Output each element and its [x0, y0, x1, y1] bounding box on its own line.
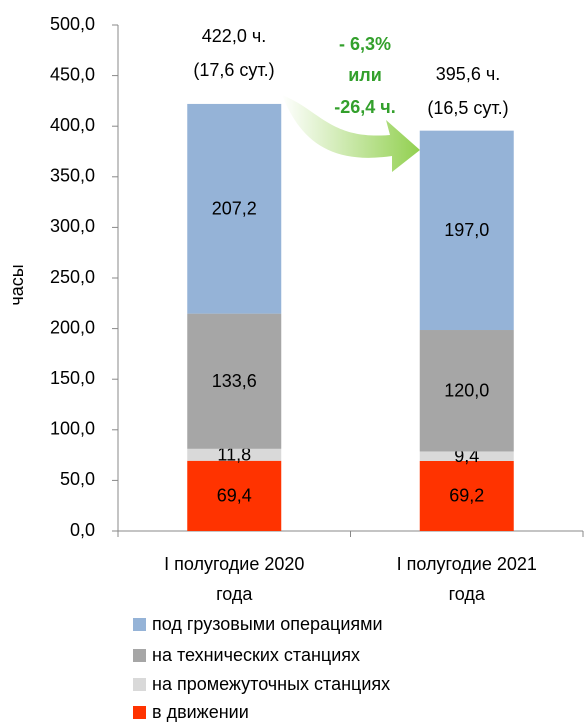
legend-item: на технических станциях	[133, 645, 360, 666]
legend-label: в движении	[152, 702, 249, 722]
value-label: 69,4	[217, 486, 252, 506]
y-tick-label: 50,0	[60, 469, 95, 489]
legend-swatch	[133, 649, 146, 662]
legend-label: на технических станциях	[152, 645, 361, 665]
y-tick-label: 250,0	[50, 267, 95, 287]
bar-segment	[187, 103, 282, 314]
total-label: (16,5 сут.)	[427, 98, 508, 118]
y-tick-label: 100,0	[50, 419, 95, 439]
bar-segment	[187, 448, 282, 461]
legend-item: в движении	[133, 702, 249, 723]
y-tick-label: 450,0	[50, 64, 95, 84]
total-label: 422,0 ч.	[202, 26, 266, 46]
y-tick-label: 150,0	[50, 368, 95, 388]
y-tick-label: 0,0	[70, 520, 95, 540]
bar-segment	[419, 130, 514, 331]
bar-segment	[419, 451, 514, 461]
legend-swatch	[133, 706, 146, 719]
y-tick-label: 200,0	[50, 317, 95, 337]
value-label: 120,0	[444, 380, 489, 400]
bar-segment	[187, 313, 282, 449]
y-tick-label: 400,0	[50, 115, 95, 135]
y-tick-label: 350,0	[50, 166, 95, 186]
value-label: 11,8	[217, 445, 251, 465]
x-tick-label: I полугодие 2021 года	[396, 554, 537, 604]
value-label: 69,2	[449, 486, 484, 506]
y-tick-label: 300,0	[50, 216, 95, 236]
bar-segment	[419, 460, 514, 531]
legend-swatch	[133, 678, 146, 691]
value-label: 207,2	[212, 199, 257, 219]
value-label: 133,6	[212, 371, 257, 391]
legend-item: на промежуточных станциях	[133, 674, 390, 695]
bar-segment	[419, 330, 514, 452]
total-label: (17,6 сут.)	[193, 60, 274, 80]
bar-segment	[187, 460, 282, 531]
legend-label: на промежуточных станциях	[152, 674, 391, 694]
legend-label: под грузовыми операциями	[152, 614, 383, 634]
y-tick-label: 500,0	[50, 14, 95, 34]
total-label: 395,6 ч.	[436, 64, 500, 84]
y-axis-label: часы	[7, 264, 27, 305]
x-tick-label: I полугодие 2020 года	[164, 554, 305, 604]
legend-swatch	[133, 618, 146, 631]
change-label: или	[348, 65, 382, 85]
change-label: -26,4 ч.	[334, 97, 395, 117]
change-label: - 6,3%	[339, 34, 391, 54]
legend-item: под грузовыми операциями	[133, 614, 383, 635]
change-arrow	[282, 95, 420, 172]
value-label: 197,0	[444, 220, 489, 240]
